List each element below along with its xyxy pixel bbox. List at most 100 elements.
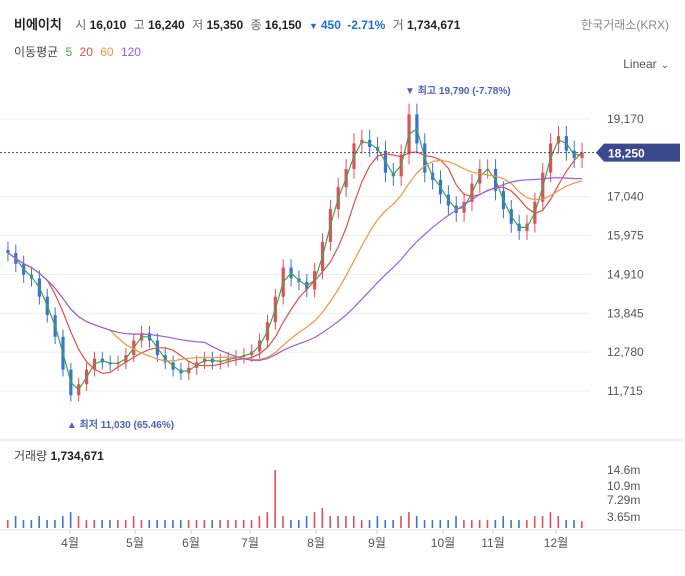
volume-bar xyxy=(502,516,505,528)
ma-line-120 xyxy=(7,177,583,362)
volume-bar xyxy=(494,520,497,528)
price-tick-label: 15,975 xyxy=(607,229,644,243)
volume-bar xyxy=(14,516,17,528)
month-label: 4월 xyxy=(61,536,79,550)
stock-name: 비에이치 xyxy=(14,17,62,32)
volume-bar xyxy=(557,516,560,528)
month-label: 11월 xyxy=(481,536,505,550)
volume-bar xyxy=(101,520,103,528)
volume-tick-label: 3.65m xyxy=(607,510,640,524)
close-value: 16,150 xyxy=(264,18,302,32)
volume-bar xyxy=(274,470,276,528)
price-tick-label: 11,715 xyxy=(607,384,643,398)
price-tick-label: 17,040 xyxy=(607,190,644,204)
volume-panel-value: 1,734,671 xyxy=(50,449,104,463)
volume-bar xyxy=(565,520,567,528)
current-price-badge xyxy=(596,143,680,162)
volume-bar xyxy=(61,516,64,528)
volume-bar xyxy=(455,516,457,528)
volume-bar xyxy=(329,516,331,528)
grid-lines xyxy=(0,118,590,392)
volume-bar xyxy=(447,520,449,528)
open-value: 16,010 xyxy=(89,18,127,32)
volume-bar xyxy=(54,520,56,528)
volume-bar xyxy=(250,520,253,528)
volume-bar xyxy=(117,520,119,528)
volume-bar xyxy=(219,520,221,528)
volume-bar xyxy=(313,512,316,528)
candles xyxy=(6,103,584,402)
volume-bar xyxy=(526,520,528,528)
volume-bar xyxy=(368,520,371,528)
volume-bar xyxy=(164,520,166,528)
price-tick-label: 13,845 xyxy=(607,306,644,320)
volume-bar xyxy=(518,520,520,528)
volume-bar xyxy=(297,520,300,528)
scale-dropdown[interactable]: Linear ⌄ xyxy=(623,57,669,71)
volume-bar xyxy=(478,520,481,528)
volume-bar xyxy=(510,520,512,528)
volume-bar xyxy=(282,516,284,528)
ma-line-5 xyxy=(7,127,583,391)
volume-bar xyxy=(321,508,324,528)
ma-120[interactable]: 120 xyxy=(120,45,141,59)
volume-bar xyxy=(352,516,355,528)
high-label: 고 xyxy=(133,18,145,32)
volume-bar xyxy=(179,520,182,528)
low-label: 저 xyxy=(192,18,204,32)
month-label: 5월 xyxy=(126,536,144,550)
volume-bar xyxy=(211,520,214,528)
quote-header: 비에이치 시 16,010 고 16,240 저 15,350 종 16,150… xyxy=(14,14,460,33)
volume-tick-label: 10.9m xyxy=(607,479,640,493)
volume-bar xyxy=(470,520,473,528)
change-arrow-icon: ▼ xyxy=(308,21,318,31)
volume-bar xyxy=(533,516,536,528)
volume-bar xyxy=(415,516,418,528)
high-value: 16,240 xyxy=(148,18,185,32)
ma-60[interactable]: 60 xyxy=(100,45,114,59)
volume-bar xyxy=(195,520,198,528)
change-value: 450 xyxy=(320,18,341,32)
volume-bar xyxy=(541,516,544,528)
volume-bar xyxy=(384,520,387,528)
volume-bar xyxy=(187,520,190,528)
volume-bar xyxy=(337,516,339,528)
volume-bar xyxy=(266,512,269,528)
candle xyxy=(6,250,10,253)
volume-bar xyxy=(77,516,80,528)
volume-bar xyxy=(85,520,88,528)
volume-bar xyxy=(439,520,442,528)
volume-bar xyxy=(345,516,347,528)
volume-bar xyxy=(463,520,465,528)
volume-bar xyxy=(290,520,292,528)
volume-bar xyxy=(486,520,489,528)
ma-legend: 이동평균 5 20 60 120 xyxy=(14,43,145,60)
volume-bar xyxy=(400,516,402,528)
month-label: 10월 xyxy=(431,536,455,550)
volume-bar xyxy=(227,520,229,528)
high-annotation: ▼ 최고 19,790 (-7.78%) xyxy=(405,84,511,97)
volume-bar xyxy=(376,516,379,528)
ma-20[interactable]: 20 xyxy=(79,45,93,59)
volume-bar xyxy=(69,512,72,528)
volume-bar xyxy=(258,516,261,528)
volume-bar xyxy=(203,520,206,528)
price-tick-label: 19,170 xyxy=(607,112,644,126)
ma-5[interactable]: 5 xyxy=(65,45,73,59)
volume-bar xyxy=(124,520,127,528)
volume-panel-title: 거래량 xyxy=(14,449,48,463)
volume-bar xyxy=(30,520,33,528)
volume-bar xyxy=(148,520,151,528)
volume-label: 거 xyxy=(392,18,404,32)
volume-bars xyxy=(6,470,583,528)
ma-title: 이동평균 xyxy=(14,45,59,59)
volume-bar xyxy=(392,520,394,528)
scale-label: Linear xyxy=(623,57,657,71)
chevron-down-icon: ⌄ xyxy=(660,60,669,71)
volume-bar xyxy=(38,516,40,528)
month-label: 12월 xyxy=(544,536,568,550)
month-label: 8월 xyxy=(307,536,325,550)
volume-bar xyxy=(431,520,434,528)
volume-bar xyxy=(46,520,48,528)
